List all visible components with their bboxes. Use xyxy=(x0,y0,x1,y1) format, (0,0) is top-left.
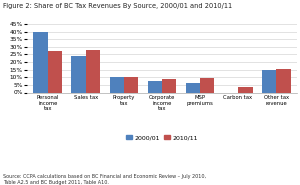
Text: Source: CCPA calculations based on BC Financial and Economic Review – July 2010,: Source: CCPA calculations based on BC Fi… xyxy=(3,174,206,185)
Bar xyxy=(148,81,162,92)
Bar xyxy=(162,79,176,92)
Bar xyxy=(238,87,253,92)
Bar xyxy=(124,77,138,92)
Text: Figure 2: Share of BC Tax Revenues By Source, 2000/01 and 2010/11: Figure 2: Share of BC Tax Revenues By So… xyxy=(3,3,232,9)
Bar xyxy=(86,50,101,92)
Bar xyxy=(110,77,124,92)
Bar xyxy=(34,32,48,92)
Bar xyxy=(276,69,290,92)
Bar xyxy=(186,83,200,92)
Legend: 2000/01, 2010/11: 2000/01, 2010/11 xyxy=(123,132,201,143)
Bar xyxy=(71,56,86,92)
Bar xyxy=(262,70,276,92)
Bar xyxy=(48,51,62,92)
Bar xyxy=(200,78,214,92)
